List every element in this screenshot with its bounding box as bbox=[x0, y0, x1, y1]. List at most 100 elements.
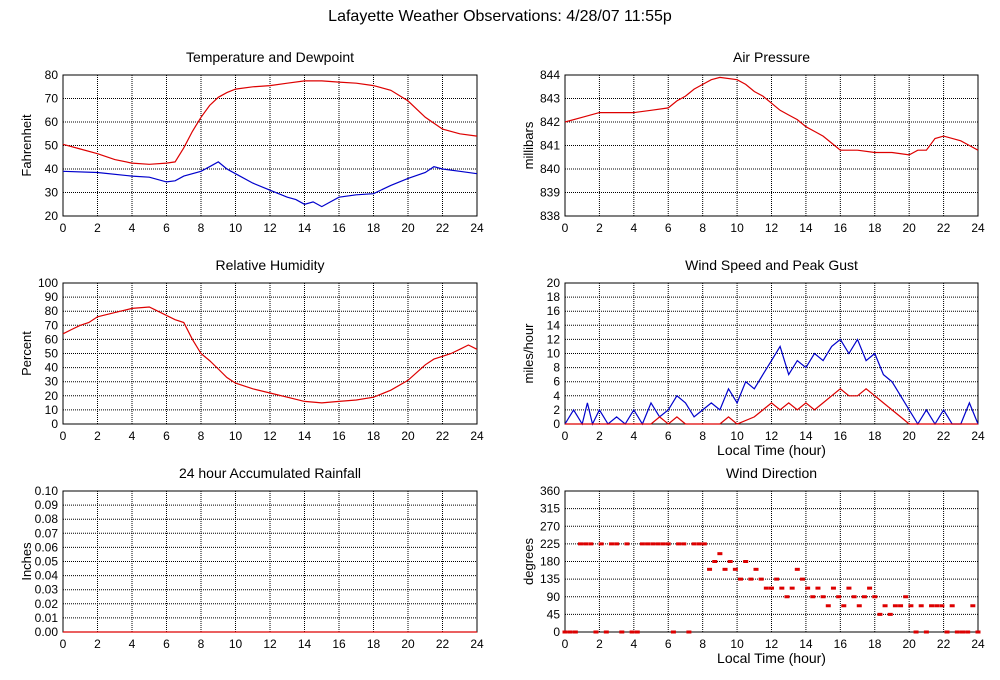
series-line-2 bbox=[565, 388, 978, 425]
data-point bbox=[929, 604, 935, 608]
y-tick-label: 0.02 bbox=[35, 597, 59, 611]
x-tick-label: 22 bbox=[436, 221, 450, 235]
y-tick-label: 70 bbox=[45, 92, 59, 106]
data-point bbox=[712, 560, 718, 563]
chart-title: Wind Speed and Peak Gust bbox=[685, 257, 858, 273]
data-point bbox=[603, 630, 609, 634]
data-point bbox=[676, 542, 682, 546]
x-tick-label: 4 bbox=[129, 637, 136, 651]
data-point bbox=[784, 595, 790, 599]
x-tick-label: 0 bbox=[562, 429, 569, 443]
y-tick-label: 10 bbox=[45, 403, 59, 417]
data-point bbox=[655, 542, 661, 546]
x-tick-label: 6 bbox=[163, 221, 170, 235]
data-point bbox=[867, 586, 873, 590]
x-tick-label: 6 bbox=[665, 429, 672, 443]
x-tick-label: 4 bbox=[630, 637, 637, 651]
y-tick-label: 841 bbox=[540, 139, 560, 153]
data-point bbox=[758, 577, 764, 581]
x-tick-label: 22 bbox=[436, 637, 450, 651]
x-tick-label: 18 bbox=[367, 429, 381, 443]
y-tick-label: 60 bbox=[45, 332, 59, 346]
data-point bbox=[939, 604, 945, 608]
data-point bbox=[882, 604, 888, 608]
x-tick-label: 8 bbox=[699, 429, 706, 443]
x-tick-label: 0 bbox=[562, 221, 569, 235]
y-axis-label: degrees bbox=[521, 538, 536, 585]
y-axis-label: millibars bbox=[521, 121, 536, 169]
y-tick-label: 135 bbox=[540, 572, 560, 586]
x-tick-label: 12 bbox=[765, 637, 779, 651]
data-point bbox=[815, 586, 821, 590]
x-tick-label: 10 bbox=[229, 221, 243, 235]
data-point bbox=[820, 595, 826, 599]
data-point bbox=[701, 542, 707, 546]
x-tick-label: 6 bbox=[163, 429, 170, 443]
y-tick-label: 20 bbox=[45, 389, 59, 403]
x-tick-label: 10 bbox=[730, 429, 744, 443]
data-point bbox=[794, 567, 800, 571]
x-tick-label: 20 bbox=[902, 637, 916, 651]
data-point bbox=[691, 542, 697, 546]
data-point bbox=[872, 595, 878, 599]
x-tick-label: 14 bbox=[298, 221, 312, 235]
data-point bbox=[918, 604, 924, 608]
data-point bbox=[660, 542, 666, 546]
data-point bbox=[629, 630, 635, 634]
data-point bbox=[975, 630, 981, 634]
y-tick-label: 40 bbox=[45, 162, 59, 176]
y-tick-label: 6 bbox=[553, 375, 560, 389]
x-tick-label: 24 bbox=[470, 637, 484, 651]
x-tick-label: 18 bbox=[367, 221, 381, 235]
data-point bbox=[598, 542, 604, 546]
page-title: Lafayette Weather Observations: 4/28/07 … bbox=[328, 8, 672, 25]
data-point bbox=[624, 542, 630, 546]
plot-frame bbox=[62, 74, 478, 217]
data-point bbox=[763, 586, 769, 590]
y-tick-label: 838 bbox=[540, 209, 560, 223]
x-tick-label: 8 bbox=[699, 637, 706, 651]
series-line-1 bbox=[564, 338, 979, 426]
x-tick-label: 2 bbox=[94, 637, 101, 651]
chart-title: Relative Humidity bbox=[216, 257, 325, 273]
x-tick-label: 8 bbox=[198, 637, 205, 651]
x-tick-label: 4 bbox=[129, 429, 136, 443]
data-point bbox=[830, 586, 836, 590]
y-tick-label: 14 bbox=[547, 318, 561, 332]
y-tick-label: 80 bbox=[45, 304, 59, 318]
y-tick-label: 90 bbox=[547, 590, 561, 604]
x-tick-label: 22 bbox=[937, 637, 951, 651]
data-point bbox=[799, 577, 805, 581]
y-tick-label: 70 bbox=[45, 318, 59, 332]
x-tick-label: 14 bbox=[298, 429, 312, 443]
y-axis-label: Fahrenheit bbox=[19, 114, 34, 177]
y-tick-label: 0 bbox=[51, 417, 58, 431]
x-tick-label: 16 bbox=[834, 637, 848, 651]
x-tick-label: 14 bbox=[799, 429, 813, 443]
data-point bbox=[825, 604, 831, 608]
x-tick-label: 8 bbox=[699, 221, 706, 235]
y-tick-label: 270 bbox=[540, 519, 560, 533]
data-point bbox=[903, 595, 909, 599]
y-tick-label: 8 bbox=[553, 361, 560, 375]
data-point bbox=[732, 567, 738, 571]
y-tick-label: 60 bbox=[45, 115, 59, 129]
x-tick-label: 14 bbox=[799, 221, 813, 235]
y-tick-label: 0.05 bbox=[35, 555, 59, 569]
data-point bbox=[717, 552, 723, 556]
data-point bbox=[567, 630, 573, 634]
data-point bbox=[908, 604, 914, 608]
data-point bbox=[934, 604, 940, 608]
data-point bbox=[856, 604, 862, 608]
y-tick-label: 844 bbox=[540, 68, 560, 82]
data-point bbox=[923, 630, 929, 634]
y-tick-label: 80 bbox=[45, 68, 59, 82]
x-tick-label: 2 bbox=[596, 221, 603, 235]
data-point bbox=[949, 604, 955, 608]
data-point bbox=[846, 586, 852, 590]
plot-frame bbox=[564, 282, 979, 425]
x-tick-label: 2 bbox=[94, 429, 101, 443]
